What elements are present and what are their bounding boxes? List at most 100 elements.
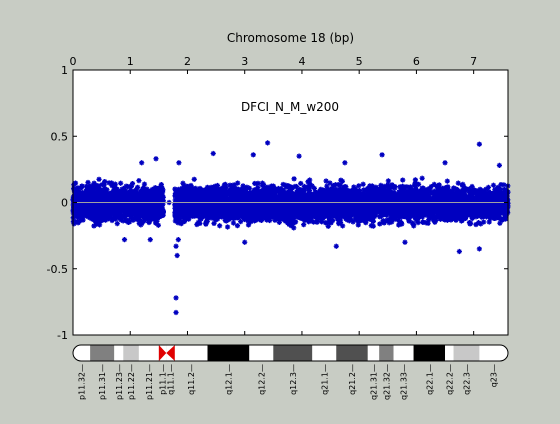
data-point [455,180,461,186]
data-point [416,188,423,195]
data-point [124,212,130,218]
data-point [481,219,487,225]
data-point [78,217,85,223]
data-point [381,183,387,189]
data-point [153,189,160,195]
data-point [91,180,97,186]
data-point [105,207,111,213]
data-point [122,209,129,215]
data-point [90,211,96,218]
data-point [106,180,112,186]
data-point [96,176,102,182]
data-point [83,183,89,189]
data-point [141,198,147,204]
data-point [117,197,123,204]
data-point [93,219,99,225]
data-point [217,223,223,229]
data-point [155,188,161,194]
data-point [125,198,132,204]
data-point [310,219,317,225]
data-point [309,183,315,189]
data-point [114,203,121,210]
data-point [96,202,103,208]
data-point [71,185,77,192]
data-point [444,178,450,184]
data-point [77,198,83,204]
data-point [139,186,146,193]
data-point [92,186,98,192]
data-point [93,196,99,202]
data-point [111,189,117,195]
data-point [84,200,90,207]
data-point [367,183,373,189]
data-point [255,184,261,190]
data-point [92,193,98,199]
data-point [106,193,112,199]
data-point [479,214,485,220]
data-point [176,217,183,223]
data-point [340,211,346,217]
data-point [329,187,335,193]
data-point [377,189,383,195]
data-point [287,216,294,223]
data-point [98,218,104,224]
data-point [426,217,432,223]
data-point [102,204,108,210]
data-point [85,193,91,199]
data-point [175,220,181,226]
data-point [137,212,143,219]
data-point [106,197,112,203]
data-point [317,197,323,203]
data-point [335,216,341,222]
data-point [133,209,139,216]
data-point [327,180,333,186]
data-point [112,202,118,208]
data-point [362,187,369,193]
data-point [149,186,156,192]
data-point [125,190,132,196]
data-point [146,193,153,200]
data-point [425,213,431,219]
data-point [441,216,447,222]
data-point [280,181,286,188]
data-point [111,196,117,202]
data-point [111,186,117,192]
data-point [304,184,310,190]
data-point [134,205,140,211]
data-point [75,207,82,213]
data-point [370,218,376,224]
data-point [85,199,91,205]
data-point [91,197,97,203]
data-point [114,199,121,205]
data-point [127,201,134,207]
data-point [355,222,361,228]
data-point [498,181,504,188]
data-point [127,188,133,194]
data-point [143,192,150,198]
data-point [449,188,455,194]
data-point [435,188,441,194]
data-point [230,220,237,226]
data-point [258,189,265,195]
data-point [345,187,351,194]
data-point [122,214,128,220]
data-point [332,182,339,188]
data-point [73,202,79,208]
data-point [81,191,87,197]
data-point [148,214,154,221]
data-point [195,212,202,218]
data-point [75,185,81,191]
data-point [307,177,313,183]
data-point [128,183,134,190]
data-point [396,222,402,228]
data-point [111,183,117,189]
data-point [81,207,88,214]
data-point [79,211,85,217]
data-point [473,221,479,228]
data-point [128,210,134,216]
data-point [151,195,158,201]
data-point [212,183,218,189]
data-point [158,194,164,200]
data-point [115,191,122,198]
data-point [85,179,91,186]
